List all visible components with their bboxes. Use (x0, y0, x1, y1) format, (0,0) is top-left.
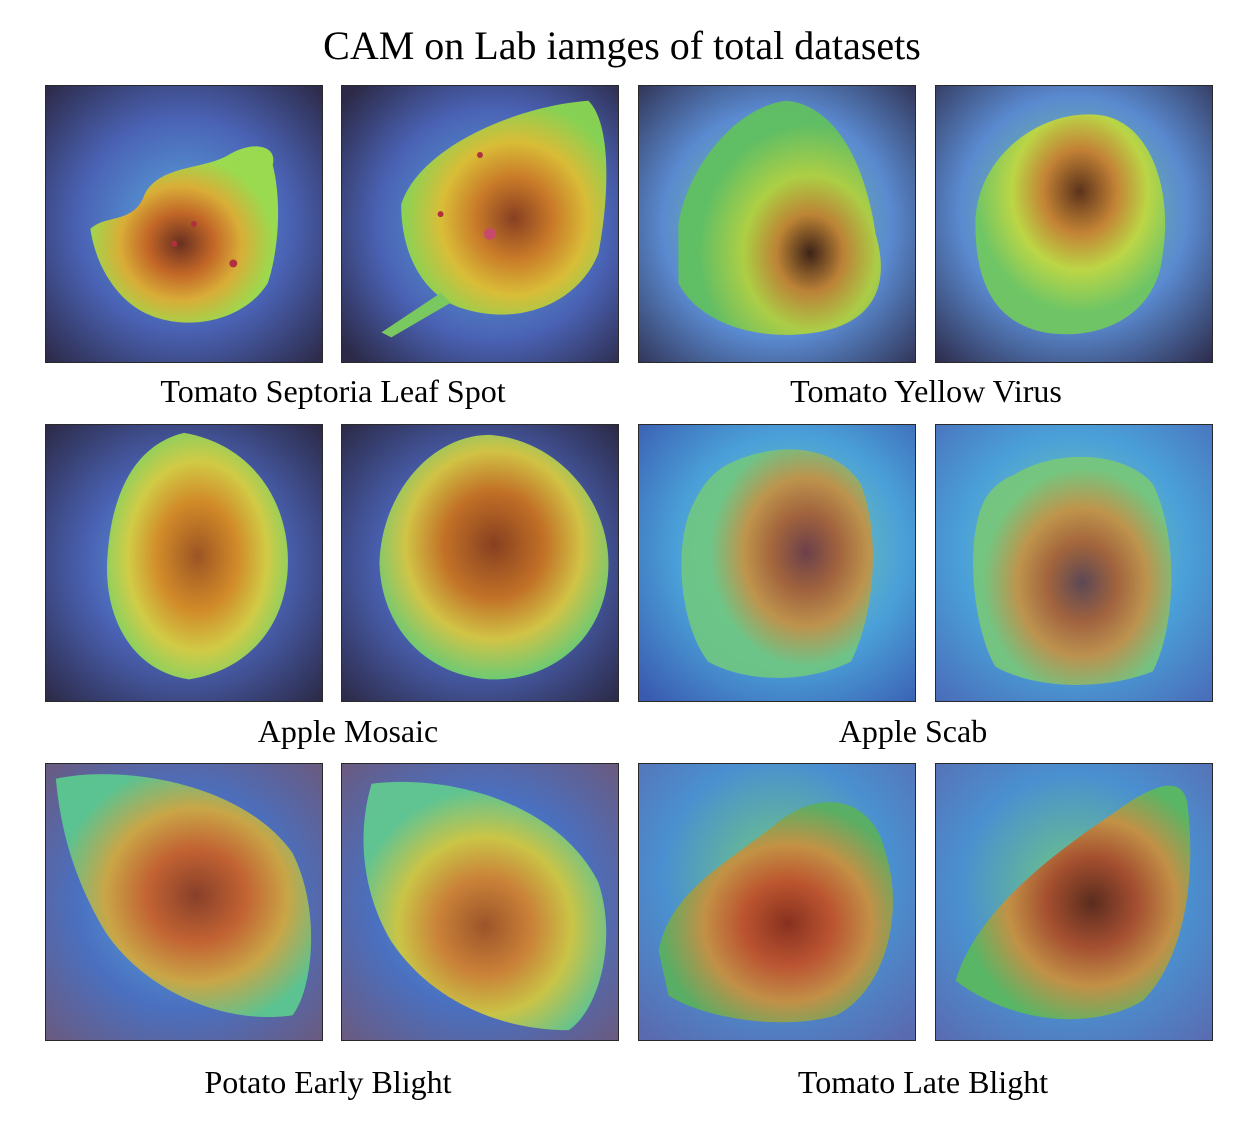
apple-mosaic-image-1 (45, 424, 323, 702)
apple-scab-image-2 (935, 424, 1213, 702)
caption-tomato-septoria: Tomato Septoria Leaf Spot (160, 373, 506, 409)
tomato-septoria-image-2 (341, 85, 619, 363)
caption-apple-scab: Apple Scab (838, 713, 988, 749)
potato-early-blight-image-2 (341, 763, 619, 1041)
caption-apple-mosaic: Apple Mosaic (257, 713, 439, 749)
tomato-late-blight-image-2 (935, 763, 1213, 1041)
caption-tomato-yellow-virus: Tomato Yellow Virus (790, 373, 1062, 409)
caption-tomato-late-blight: Tomato Late Blight (797, 1064, 1049, 1100)
tomato-septoria-image-1 (45, 85, 323, 363)
tomato-yellow-virus-image-1 (638, 85, 916, 363)
figure-title: CAM on Lab iamges of total datasets (323, 23, 921, 68)
tomato-yellow-virus-image-2 (935, 85, 1213, 363)
apple-mosaic-image-2 (341, 424, 619, 702)
caption-potato-early-blight: Potato Early Blight (204, 1064, 452, 1100)
potato-early-blight-image-1 (45, 763, 323, 1041)
apple-scab-image-1 (638, 424, 916, 702)
tomato-late-blight-image-1 (638, 763, 916, 1041)
